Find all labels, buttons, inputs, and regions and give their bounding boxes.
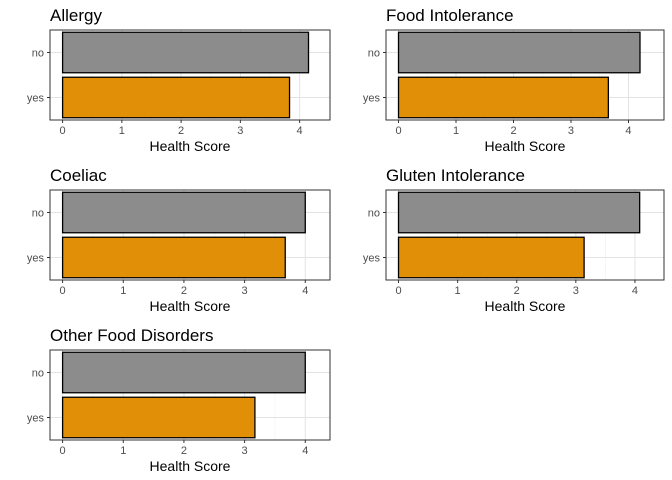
x-tick-label: 1 (455, 285, 461, 297)
x-tick-label: 4 (297, 125, 303, 137)
panel-border (49, 349, 331, 441)
bar-no (397, 191, 641, 234)
panel-title: Other Food Disorders (50, 326, 213, 345)
bar-yes (61, 396, 256, 439)
x-tick-label: 2 (178, 125, 184, 137)
bar-no (61, 191, 306, 234)
x-tick-label: 2 (181, 285, 187, 297)
x-tick-label: 4 (632, 285, 638, 297)
panel-4: no yes 0 1 2 3 4 Health Score Gluten Intolerance (363, 166, 665, 314)
panel-title: Food Intolerance (386, 6, 514, 25)
x-axis-label: Health Score (150, 458, 231, 474)
bar-yes (397, 236, 585, 279)
panel-3: no yes 0 1 2 3 4 Health Score Coeliac (27, 166, 331, 314)
bar-yes (397, 76, 610, 119)
x-tick-label: 1 (453, 125, 459, 137)
y-tick-label: yes (363, 93, 381, 105)
panel-border (49, 29, 331, 121)
x-tick-label: 0 (60, 285, 66, 297)
x-axis-label: Health Score (485, 138, 566, 154)
x-tick-label: 3 (568, 125, 574, 137)
y-tick-label: yes (27, 253, 45, 265)
panel-title: Gluten Intolerance (386, 166, 525, 185)
x-tick-label: 0 (60, 125, 66, 137)
x-tick-label: 4 (302, 285, 308, 297)
x-axis-label: Health Score (485, 298, 566, 314)
x-tick-label: 3 (573, 285, 579, 297)
x-tick-label: 0 (395, 125, 401, 137)
panel-2: no yes 0 1 2 3 4 Health Score Food Intolerance (363, 6, 665, 154)
x-axis-label: Health Score (150, 298, 231, 314)
panel-border (49, 189, 331, 281)
x-tick-label: 0 (60, 445, 66, 457)
panel-5: no yes 0 1 2 3 4 Health Score Other Food Disorde… (27, 326, 331, 474)
x-tick-label: 1 (119, 125, 125, 137)
bar-no (397, 31, 641, 74)
x-tick-label: 4 (625, 125, 631, 137)
y-tick-label: no (368, 208, 380, 220)
bar-yes (61, 76, 291, 119)
y-tick-label: no (32, 208, 44, 220)
y-tick-label: no (32, 48, 44, 60)
bar-yes (61, 236, 286, 279)
x-axis-label: Health Score (150, 138, 231, 154)
y-tick-label: no (368, 48, 380, 60)
x-tick-label: 3 (237, 125, 243, 137)
x-tick-label: 0 (395, 285, 401, 297)
panel-title: Allergy (50, 6, 102, 25)
panel-1: no yes 0 1 2 3 4 Health Score Allergy (27, 6, 331, 154)
y-tick-label: no (32, 368, 44, 380)
x-tick-label: 2 (514, 285, 520, 297)
x-tick-label: 2 (181, 445, 187, 457)
y-tick-label: yes (27, 93, 45, 105)
x-tick-label: 2 (510, 125, 516, 137)
bar-no (61, 351, 306, 394)
panel-title: Coeliac (50, 166, 107, 185)
y-tick-label: yes (363, 253, 381, 265)
x-tick-label: 4 (302, 445, 308, 457)
x-tick-label: 1 (120, 285, 126, 297)
x-tick-label: 1 (120, 445, 126, 457)
bar-no (61, 31, 310, 74)
x-tick-label: 3 (242, 285, 248, 297)
panel-border (385, 29, 665, 121)
y-tick-label: yes (27, 413, 45, 425)
panel-border (385, 189, 665, 281)
x-tick-label: 3 (242, 445, 248, 457)
